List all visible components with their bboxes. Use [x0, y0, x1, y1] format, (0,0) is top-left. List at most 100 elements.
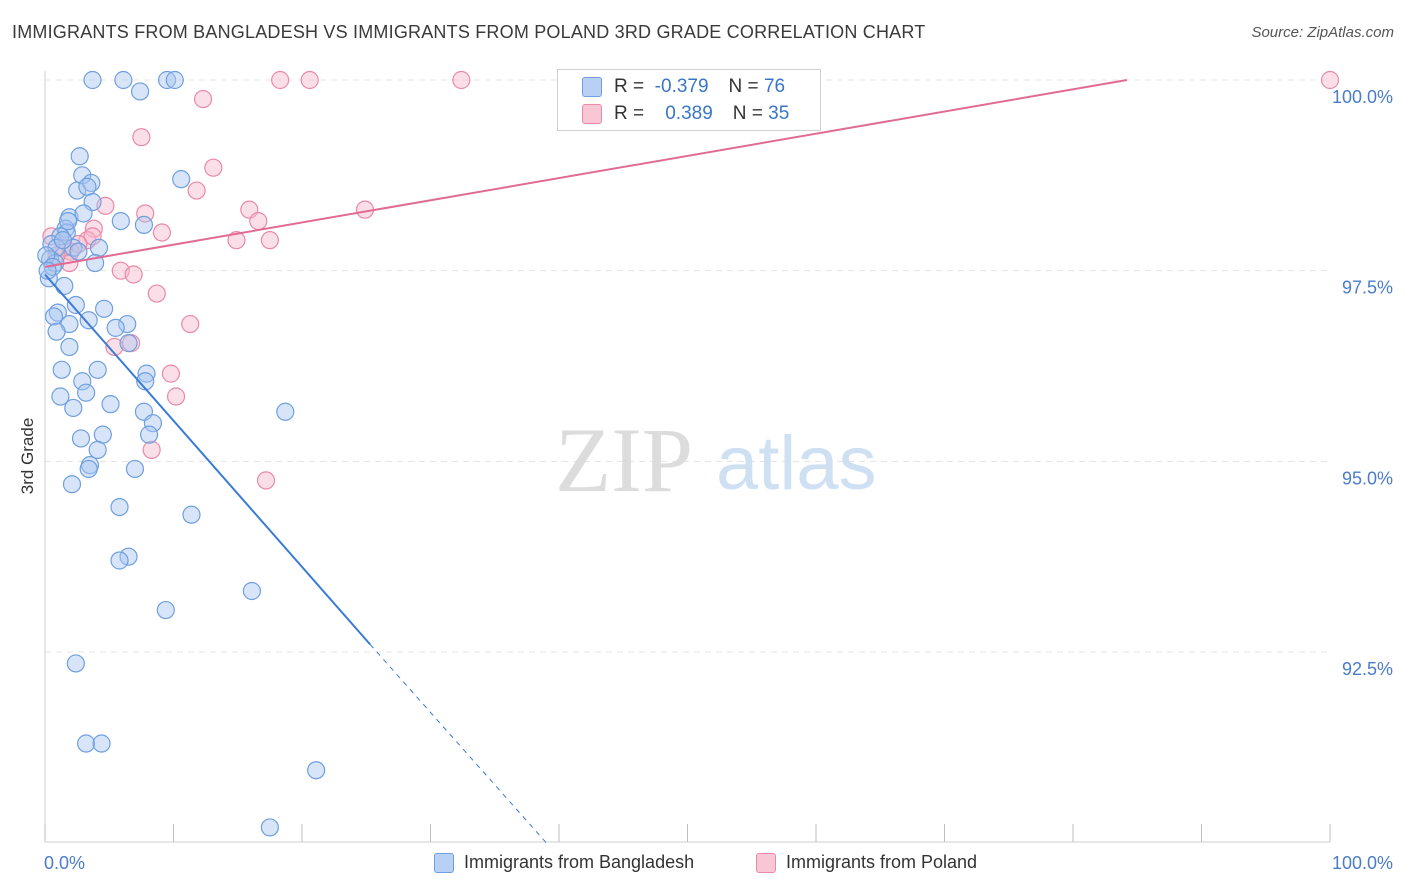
data-point-bangladesh	[60, 337, 79, 357]
data-point-poland	[256, 471, 276, 490]
data-point-poland	[84, 219, 103, 238]
data-point-bangladesh	[44, 307, 64, 326]
watermark-atlas: atlas	[716, 421, 877, 506]
y-axis-label: 3rd Grade	[18, 418, 37, 495]
legend-swatch-blue	[434, 852, 454, 873]
data-point-bangladesh	[47, 322, 66, 341]
data-point-poland	[181, 314, 200, 334]
legend-row-bangladesh: R = -0.379 N = 76	[582, 74, 785, 100]
data-point-bangladesh	[74, 204, 93, 223]
trend-line-poland	[44, 79, 1128, 268]
x-tick-label: 100.0%	[1332, 853, 1393, 873]
series-legend: Immigrants from Bangladesh Immigrants fr…	[0, 852, 1406, 876]
data-point-bangladesh	[93, 425, 112, 444]
data-point-bangladesh	[110, 551, 129, 570]
data-point-bangladesh	[307, 761, 326, 780]
grid-lines	[45, 79, 1330, 653]
data-point-bangladesh	[101, 395, 120, 414]
data-point-bangladesh	[114, 70, 133, 90]
data-point-bangladesh	[276, 402, 295, 421]
data-point-bangladesh	[77, 734, 96, 753]
data-point-bangladesh	[119, 334, 138, 353]
data-point-bangladesh	[106, 318, 125, 337]
data-point-poland	[227, 231, 246, 250]
data-point-bangladesh	[118, 314, 137, 334]
data-point-poland	[161, 364, 181, 383]
data-point-bangladesh	[79, 459, 98, 479]
data-point-poland	[142, 440, 161, 459]
data-point-bangladesh	[88, 360, 107, 379]
data-point-poland	[452, 70, 471, 90]
data-point-bangladesh	[64, 398, 83, 418]
data-point-poland	[271, 70, 290, 90]
data-point-bangladesh	[88, 440, 107, 459]
data-point-poland	[260, 231, 279, 250]
data-point-bangladesh	[59, 211, 78, 231]
legend-r-value: 0.389	[665, 103, 713, 124]
data-point-bangladesh	[119, 547, 138, 566]
data-point-bangladesh	[78, 177, 97, 196]
data-point-bangladesh	[156, 600, 175, 620]
legend-r-label: R =	[614, 103, 645, 124]
legend-swatch-pink	[756, 852, 776, 873]
y-tick-label: 100.0%	[1332, 87, 1393, 107]
trend-line-bangladesh	[44, 273, 371, 646]
axes	[44, 71, 1331, 843]
legend-n-label: N =	[732, 103, 763, 124]
data-point-poland	[166, 387, 186, 406]
data-point-bangladesh	[165, 70, 184, 90]
data-point-bangladesh	[92, 734, 111, 753]
data-point-bangladesh	[77, 383, 96, 402]
data-point-bangladesh	[143, 414, 163, 433]
data-point-bangladesh	[89, 238, 109, 257]
data-point-bangladesh	[69, 242, 88, 261]
data-point-bangladesh	[242, 581, 261, 601]
data-point-bangladesh	[110, 497, 129, 517]
data-point-bangladesh	[79, 311, 98, 330]
legend-r-label: R =	[614, 76, 645, 97]
y-tick-label: 92.5%	[1342, 659, 1393, 679]
legend-n-value: 35	[768, 103, 790, 124]
data-point-bangladesh	[68, 181, 87, 200]
data-point-bangladesh	[66, 654, 85, 673]
data-point-bangladesh	[260, 818, 279, 837]
data-point-bangladesh	[55, 276, 74, 296]
data-point-bangladesh	[125, 459, 145, 479]
data-point-bangladesh	[62, 475, 82, 494]
legend-n-value: 76	[763, 76, 786, 97]
data-point-bangladesh	[111, 211, 130, 231]
data-point-poland	[249, 211, 268, 231]
data-point-poland	[300, 70, 319, 90]
watermark-zip: ZIP	[555, 409, 693, 511]
data-point-bangladesh	[157, 70, 177, 90]
trend-line-bangladesh-extension	[369, 644, 547, 843]
legend-item-bangladesh[interactable]: Immigrants from Bangladesh	[434, 852, 694, 873]
data-point-poland	[105, 337, 124, 357]
legend-r-value: -0.379	[654, 76, 709, 97]
chart-title: IMMIGRANTS FROM BANGLADESH VS IMMIGRANTS…	[12, 22, 926, 42]
legend-label-poland: Immigrants from Poland	[786, 852, 978, 872]
data-point-poland	[152, 223, 172, 242]
data-point-bangladesh	[70, 147, 89, 166]
legend-label-bangladesh: Immigrants from Bangladesh	[464, 852, 695, 872]
watermark: ZIP atlas	[555, 409, 877, 511]
data-point-bangladesh	[66, 295, 85, 315]
tick-labels: 92.5% 95.0% 97.5% 100.0% 0.0% 100.0%	[44, 87, 1393, 873]
y-tick-label: 95.0%	[1342, 468, 1393, 488]
data-point-bangladesh	[83, 70, 102, 90]
data-point-bangladesh	[139, 425, 159, 444]
trend-lines	[44, 79, 1128, 843]
data-point-bangladesh	[51, 387, 70, 406]
legend-item-poland[interactable]: Immigrants from Poland	[756, 852, 977, 873]
data-point-poland	[83, 227, 102, 246]
stats-legend: R = -0.379 N = 76 R = 0.389 N = 35	[557, 69, 821, 131]
data-point-bangladesh	[172, 170, 191, 189]
data-point-bangladesh	[52, 360, 71, 379]
data-point-bangladesh	[134, 215, 154, 235]
legend-swatch-blue	[582, 77, 602, 97]
data-point-bangladesh	[182, 505, 201, 524]
data-point-poland	[187, 181, 206, 200]
x-tick-label: 0.0%	[44, 853, 85, 873]
data-point-bangladesh	[137, 364, 156, 383]
